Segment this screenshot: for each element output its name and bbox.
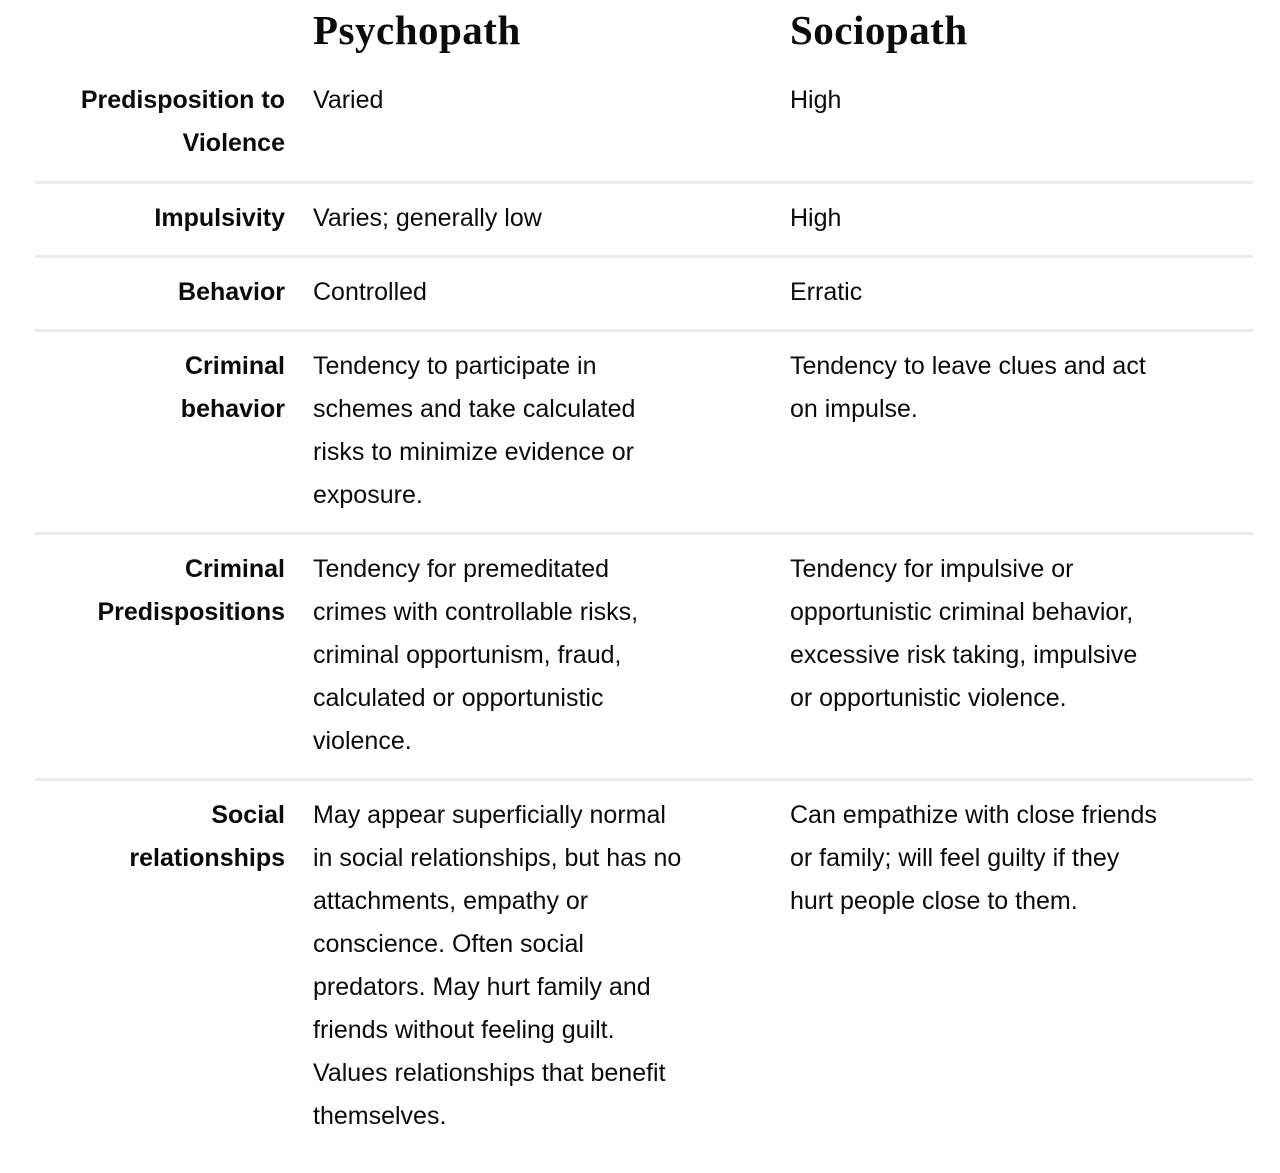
table-row: Impulsivity Varies; generally low High — [35, 181, 1253, 255]
sociopath-cell: Tendency to leave clues and act on impul… — [790, 352, 1146, 423]
table-row: Criminal Predispositions Tendency for pr… — [35, 532, 1253, 778]
row-label: Social relationships — [129, 801, 285, 872]
table-row: Behavior Controlled Erratic — [35, 255, 1253, 329]
column-header-sociopath: Sociopath — [790, 7, 968, 53]
sociopath-cell: High — [790, 86, 842, 114]
psychopath-cell: Varies; generally low — [313, 204, 542, 232]
table-header-row: Psychopath Sociopath — [35, 6, 1253, 54]
sociopath-cell: High — [790, 204, 842, 232]
header-spacer — [35, 6, 285, 54]
table-row: Predisposition to Violence Varied High — [35, 54, 1253, 181]
sociopath-cell: Erratic — [790, 278, 863, 306]
table-row: Social relationships May appear superfic… — [35, 778, 1253, 1153]
psychopath-cell: Tendency to participate in schemes and t… — [313, 352, 636, 509]
psychopath-cell: May appear superficially normal in socia… — [313, 801, 682, 1130]
psychopath-cell: Varied — [313, 86, 384, 114]
sociopath-cell: Tendency for impulsive or opportunistic … — [790, 555, 1138, 712]
sociopath-cell: Can empathize with close friends or fami… — [790, 801, 1157, 915]
row-label: Criminal Predispositions — [97, 555, 285, 626]
row-label: Impulsivity — [154, 204, 285, 232]
psychopath-cell: Controlled — [313, 278, 427, 306]
row-label: Criminal behavior — [180, 352, 285, 423]
row-label: Behavior — [178, 278, 285, 306]
table-row: Criminal behavior Tendency to participat… — [35, 329, 1253, 532]
row-label: Predisposition to Violence — [80, 86, 285, 157]
column-header-psychopath: Psychopath — [313, 7, 521, 53]
psychopath-cell: Tendency for premeditated crimes with co… — [313, 555, 639, 755]
